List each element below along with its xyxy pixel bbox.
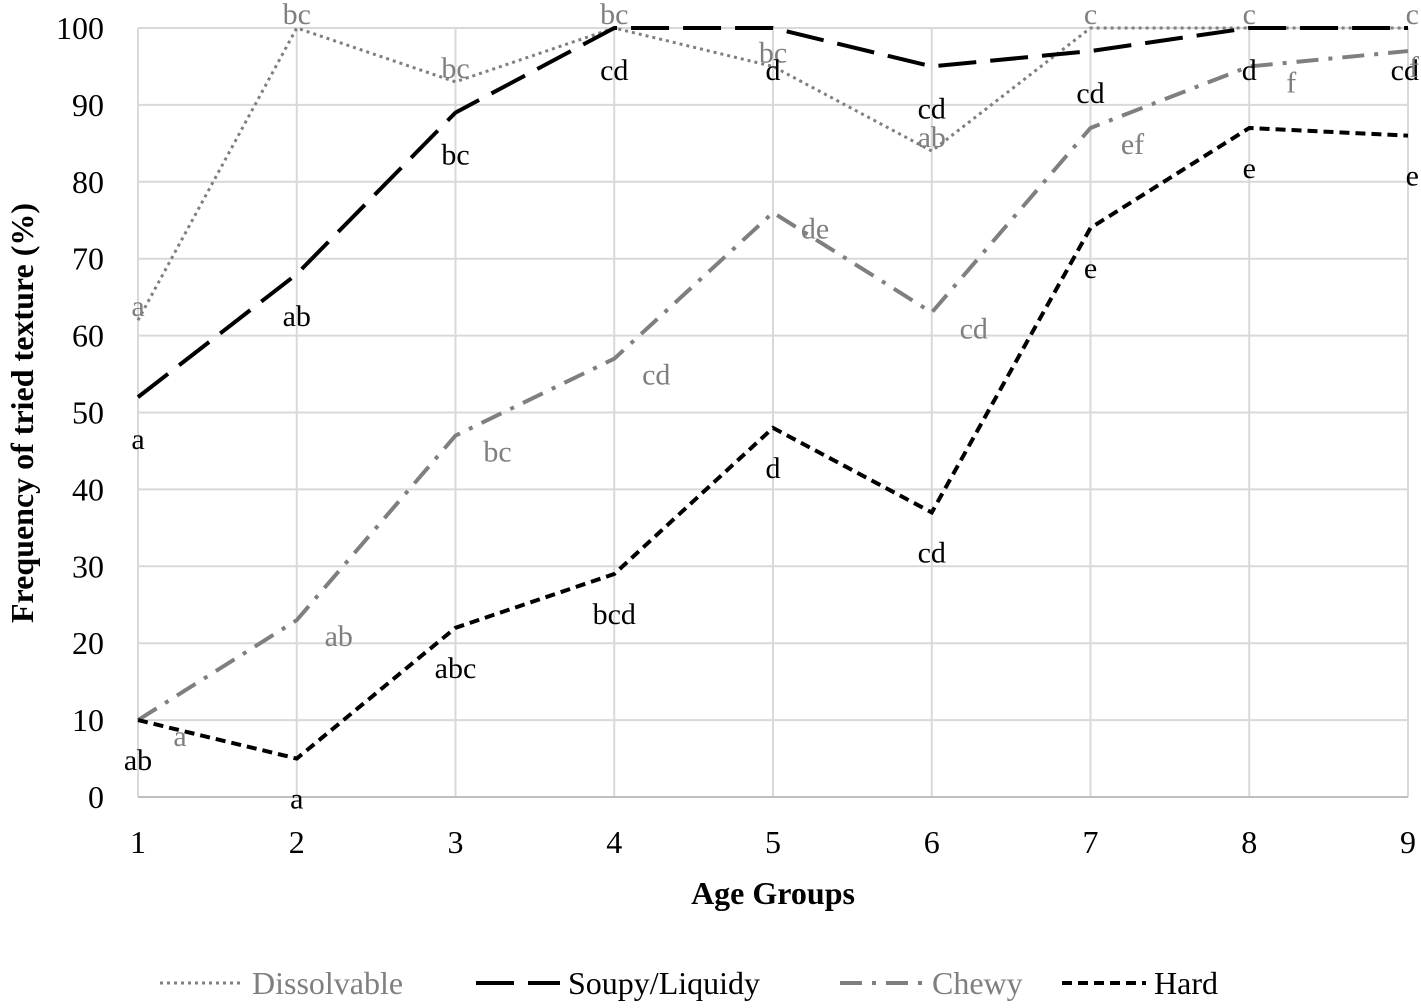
x-axis-ticks: 1 2 3 4 5 6 7 8 9 xyxy=(130,824,1416,860)
sig-label-dissolvable: c xyxy=(1084,0,1097,31)
y-tick-label: 10 xyxy=(72,702,104,738)
sig-label-dissolvable: bc xyxy=(600,0,628,31)
y-tick-label: 100 xyxy=(56,10,104,46)
y-axis-ticks: 0 10 20 30 40 50 60 70 80 90 100 xyxy=(56,10,104,815)
sig-label-dissolvable: bc xyxy=(283,0,311,31)
x-tick-label: 2 xyxy=(289,824,305,860)
y-tick-label: 80 xyxy=(72,164,104,200)
sig-label-hard: e xyxy=(1406,160,1419,193)
sig-label-soupy-liquidy: a xyxy=(131,423,144,456)
legend-label-soupy-liquidy: Soupy/Liquidy xyxy=(568,965,760,1001)
sig-label-chewy: de xyxy=(801,213,829,246)
series-line-dissolvable xyxy=(136,26,1408,321)
sig-label-hard: cd xyxy=(918,536,946,569)
sig-label-soupy-liquidy: ab xyxy=(283,300,311,333)
y-tick-label: 30 xyxy=(72,548,104,584)
sig-label-chewy: f xyxy=(1409,51,1419,84)
sig-label-soupy-liquidy: cd xyxy=(1391,54,1419,87)
x-tick-label: 5 xyxy=(765,824,781,860)
sig-label-dissolvable: a xyxy=(131,290,144,323)
sig-label-chewy: cd xyxy=(960,313,988,346)
x-tick-label: 1 xyxy=(130,824,146,860)
sig-label-soupy-liquidy: d xyxy=(766,54,781,87)
y-tick-label: 40 xyxy=(72,471,104,507)
gridlines xyxy=(137,27,1409,798)
sig-label-hard: abc xyxy=(435,652,477,685)
sig-label-chewy: a xyxy=(173,720,186,753)
series-line-chewy xyxy=(136,49,1409,722)
sig-label-hard: e xyxy=(1084,252,1097,285)
sig-label-hard: d xyxy=(766,452,781,485)
y-tick-label: 60 xyxy=(72,318,104,354)
sig-label-hard: e xyxy=(1243,152,1256,185)
sig-label-soupy-liquidy: d xyxy=(1242,54,1257,87)
y-tick-label: 90 xyxy=(72,87,104,123)
x-axis-title: Age Groups xyxy=(691,875,855,911)
y-tick-label: 20 xyxy=(72,625,104,661)
sig-label-hard: a xyxy=(290,783,303,816)
sig-label-soupy-liquidy: cd xyxy=(600,54,628,87)
legend-label-hard: Hard xyxy=(1154,965,1218,1001)
y-tick-label: 50 xyxy=(72,395,104,431)
sig-label-chewy: ab xyxy=(325,620,353,653)
sig-label-dissolvable: c xyxy=(1243,0,1256,31)
sig-label-dissolvable: bc xyxy=(759,36,787,69)
y-axis-title: Frequency of tried texture (%) xyxy=(4,203,40,623)
x-tick-label: 4 xyxy=(606,824,622,860)
series-lines xyxy=(136,26,1409,761)
sig-label-dissolvable: bc xyxy=(441,52,469,85)
sig-label-soupy-liquidy: cd xyxy=(918,92,946,125)
sig-label-dissolvable: ab xyxy=(918,121,946,154)
legend-label-chewy: Chewy xyxy=(932,965,1023,1001)
x-tick-label: 9 xyxy=(1400,824,1416,860)
sig-label-soupy-liquidy: bc xyxy=(441,139,469,172)
sig-label-chewy: bc xyxy=(483,436,511,469)
x-tick-label: 3 xyxy=(448,824,464,860)
sig-label-chewy: cd xyxy=(642,359,670,392)
y-tick-label: 70 xyxy=(72,241,104,277)
sig-label-chewy: ef xyxy=(1121,128,1144,161)
sig-label-chewy: f xyxy=(1286,66,1296,99)
sig-label-dissolvable: c xyxy=(1406,0,1419,31)
legend-label-dissolvable: Dissolvable xyxy=(252,965,403,1001)
sig-label-hard: ab xyxy=(124,744,152,777)
x-tick-label: 6 xyxy=(924,824,940,860)
sig-label-soupy-liquidy: cd xyxy=(1076,77,1104,110)
sig-label-hard: bcd xyxy=(593,598,636,631)
y-tick-label: 0 xyxy=(88,779,104,815)
x-tick-label: 8 xyxy=(1241,824,1257,860)
x-tick-label: 7 xyxy=(1083,824,1099,860)
legend: Dissolvable Soupy/Liquidy Chewy Hard xyxy=(160,965,1218,1001)
